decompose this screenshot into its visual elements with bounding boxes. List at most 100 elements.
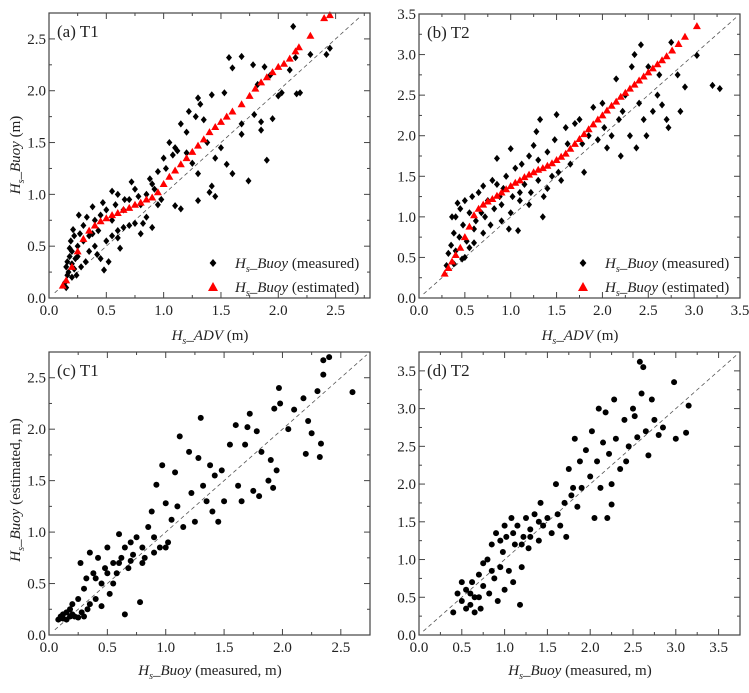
data-point — [102, 565, 109, 572]
data-point — [474, 204, 483, 212]
data-point — [64, 258, 71, 266]
data-point — [561, 499, 568, 506]
data-point — [558, 176, 565, 184]
y-tick-label: 2.5 — [27, 32, 46, 48]
data-point — [547, 159, 556, 167]
y-tick-label: 1.5 — [397, 515, 416, 531]
data-point — [507, 145, 514, 153]
x-tick-label: 2.0 — [269, 303, 288, 319]
data-point — [662, 52, 671, 60]
data-point — [126, 195, 133, 204]
data-point — [469, 192, 476, 201]
data-point — [450, 609, 457, 616]
data-point — [244, 424, 251, 431]
data-point — [601, 124, 608, 132]
data-point — [98, 603, 105, 610]
data-point — [600, 439, 607, 446]
data-point — [117, 244, 124, 252]
data-point — [683, 429, 690, 436]
y-tick-label: 1.0 — [27, 525, 46, 541]
data-point — [527, 188, 534, 197]
data-point — [237, 100, 246, 108]
data-point — [153, 481, 160, 488]
data-point — [177, 120, 184, 128]
x-tick-label: 3.5 — [709, 640, 728, 656]
data-point — [128, 178, 135, 186]
data-point — [638, 390, 645, 397]
data-point — [206, 188, 213, 196]
label-subscript: s — [16, 547, 27, 551]
data-point — [114, 190, 121, 198]
data-point — [507, 209, 514, 217]
data-point — [121, 195, 128, 204]
label-var: H — [171, 328, 184, 344]
data-point — [251, 110, 258, 119]
y-tick-label: 1.0 — [27, 187, 46, 203]
data-point — [555, 168, 562, 176]
data-point — [162, 544, 169, 551]
data-point — [265, 477, 272, 484]
y-tick-label: 2.5 — [27, 371, 46, 387]
data-point — [631, 50, 638, 59]
data-point — [292, 53, 299, 62]
data-point — [497, 537, 504, 544]
data-point — [483, 197, 492, 205]
data-point — [176, 160, 185, 168]
data-point — [323, 50, 330, 59]
data-point — [81, 613, 88, 620]
data-point — [557, 522, 564, 529]
data-point — [535, 156, 542, 164]
data-point — [205, 128, 214, 136]
data-point — [457, 205, 464, 213]
data-point — [498, 217, 505, 225]
data-point — [568, 492, 575, 499]
data-point — [527, 533, 534, 540]
series-measured — [443, 38, 723, 270]
data-point — [582, 447, 589, 454]
data-point — [612, 97, 621, 105]
label-subscript: s — [519, 671, 523, 682]
y-tick-label: 2.5 — [397, 88, 416, 104]
data-point — [674, 71, 681, 79]
data-point — [443, 261, 450, 270]
data-point — [640, 115, 647, 124]
label-var: H — [234, 280, 247, 296]
data-point — [71, 232, 78, 240]
data-point — [143, 190, 150, 198]
data-point — [62, 276, 71, 284]
data-point — [67, 262, 76, 270]
data-point — [576, 458, 583, 465]
x-axis-title: Hs_Buoy (measured, m) — [507, 663, 651, 682]
data-point — [459, 255, 466, 263]
data-point — [78, 263, 85, 271]
data-point — [640, 364, 647, 371]
data-point — [158, 195, 165, 204]
label-unit: (measured) — [288, 256, 359, 272]
data-point — [502, 185, 511, 193]
data-point — [277, 400, 284, 407]
data-point — [625, 84, 634, 92]
label-unit: (measured) — [658, 256, 729, 272]
data-point — [92, 575, 99, 582]
x-tick-label: 2.5 — [624, 640, 643, 656]
data-point — [320, 14, 329, 22]
data-point — [625, 443, 632, 450]
data-point — [628, 63, 635, 71]
data-point — [645, 452, 652, 459]
data-point — [216, 117, 225, 125]
data-point — [456, 233, 463, 241]
label-unit: (measured, m) — [561, 663, 651, 679]
data-point — [480, 229, 487, 237]
data-point — [108, 211, 117, 219]
series-estimated — [58, 11, 334, 289]
data-point — [60, 615, 67, 622]
data-point — [488, 541, 495, 548]
data-point — [619, 107, 626, 115]
data-point — [529, 168, 538, 176]
data-point — [211, 472, 218, 479]
label-name: _ADV — [555, 328, 594, 344]
data-point — [165, 539, 172, 546]
data-point — [174, 503, 181, 510]
data-point — [674, 40, 683, 48]
data-point — [64, 271, 71, 279]
